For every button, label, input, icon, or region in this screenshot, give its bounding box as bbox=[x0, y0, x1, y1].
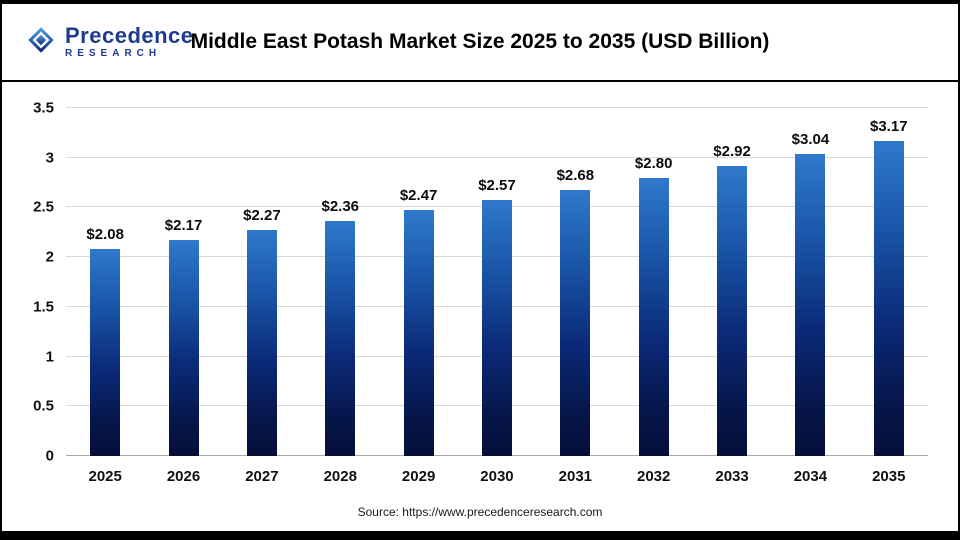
bar-2033 bbox=[717, 165, 748, 456]
bar-value-label: $2.57 bbox=[478, 177, 516, 195]
y-tick-label: 3 bbox=[45, 149, 54, 167]
bars-row: $2.08 $2.17 $2.27 $2.36 $2.47 $2.57 $2.68 $2.80… bbox=[66, 108, 928, 456]
logo-subtitle: RESEARCH bbox=[65, 48, 162, 60]
bar-group-2026: $2.17 bbox=[144, 108, 222, 456]
precedence-logo-icon bbox=[26, 25, 56, 60]
bar-value-label: $2.27 bbox=[243, 207, 281, 225]
source-text: Source: https://www.precedenceresearch.c… bbox=[357, 505, 603, 519]
x-tick-label: 2031 bbox=[558, 468, 593, 485]
bar-value-label: $2.17 bbox=[164, 217, 203, 235]
bar-group-2030: $2.57 bbox=[458, 108, 536, 456]
bar-group-2034: $3.04 bbox=[771, 108, 849, 456]
bar-2032 bbox=[638, 177, 669, 456]
bar-2027 bbox=[246, 230, 277, 456]
bar-value-label: $2.08 bbox=[86, 226, 124, 244]
bar-value-label: $2.68 bbox=[556, 166, 595, 184]
bar-2034 bbox=[795, 153, 826, 456]
bar-group-2033: $2.92 bbox=[693, 108, 771, 456]
bar-value-label: $3.04 bbox=[791, 130, 830, 148]
bar-group-2035: $3.17 bbox=[850, 108, 928, 456]
y-tick-label: 2.5 bbox=[33, 198, 54, 216]
x-tick-label: 2033 bbox=[715, 468, 749, 485]
bar-2035 bbox=[873, 140, 904, 456]
bar-group-2028: $2.36 bbox=[301, 108, 379, 456]
x-tick-label: 2026 bbox=[166, 468, 201, 485]
x-tick-label: 2025 bbox=[88, 468, 122, 485]
y-tick-label: 1 bbox=[45, 348, 54, 366]
bar-2029 bbox=[403, 210, 434, 456]
header: Precedence RESEARCH Middle East Potash M… bbox=[2, 4, 958, 82]
y-tick-label: 0 bbox=[45, 447, 54, 465]
y-tick-label: 0.5 bbox=[33, 397, 54, 415]
bar-2031 bbox=[560, 189, 591, 456]
bar-value-label: $2.36 bbox=[321, 198, 360, 216]
x-tick-label: 2035 bbox=[872, 468, 906, 485]
x-tick-label: 2027 bbox=[245, 468, 279, 485]
bar-value-label: $2.80 bbox=[634, 154, 673, 172]
y-tick-label: 3.5 bbox=[33, 99, 54, 117]
y-tick-label: 1.5 bbox=[33, 298, 54, 316]
plot-row: 0 0.5 1 1.5 2 2.5 3 3.5 $2.08 $2.17 $2.27 $2.36 $2.… bbox=[16, 100, 928, 465]
logo-name: Precedence bbox=[65, 23, 194, 49]
bar-group-2025: $2.08 bbox=[66, 108, 144, 456]
precedence-logo: Precedence RESEARCH bbox=[26, 24, 194, 60]
x-axis: 2025 2026 2027 2028 2029 2030 2031 2032 2033 2034… bbox=[66, 456, 928, 496]
x-tick-label: 2028 bbox=[323, 468, 357, 485]
bar-value-label: $2.92 bbox=[713, 142, 751, 160]
bar-2025 bbox=[90, 249, 121, 456]
bottom-black-bar bbox=[2, 531, 958, 540]
chart-area: 0 0.5 1 1.5 2 2.5 3 3.5 $2.08 $2.17 $2.27 $2.36 $2.… bbox=[2, 82, 958, 499]
bar-group-2027: $2.27 bbox=[223, 108, 301, 456]
x-tick-label: 2029 bbox=[401, 468, 436, 485]
y-tick-label: 2 bbox=[45, 248, 54, 266]
page-title: Middle East Potash Market Size 2025 to 2… bbox=[190, 30, 770, 53]
x-tick-label: 2030 bbox=[480, 468, 514, 485]
gridline bbox=[66, 107, 928, 108]
x-tick-label: 2034 bbox=[793, 468, 828, 485]
bar-2028 bbox=[325, 221, 356, 456]
bar-2030 bbox=[481, 200, 512, 456]
plot-area: $2.08 $2.17 $2.27 $2.36 $2.47 $2.57 $2.68 $2.80… bbox=[66, 107, 928, 456]
bar-group-2032: $2.80 bbox=[615, 108, 693, 456]
bar-value-label: $2.47 bbox=[399, 187, 438, 205]
bar-value-label: $3.17 bbox=[870, 117, 908, 135]
x-tick-label: 2032 bbox=[637, 468, 671, 485]
bar-2026 bbox=[168, 240, 199, 456]
logo-text: Precedence RESEARCH bbox=[65, 24, 194, 60]
bar-group-2029: $2.47 bbox=[379, 108, 457, 456]
y-axis: 0 0.5 1 1.5 2 2.5 3 3.5 bbox=[16, 100, 66, 465]
gridline bbox=[66, 156, 928, 158]
bar-group-2031: $2.68 bbox=[536, 108, 614, 456]
